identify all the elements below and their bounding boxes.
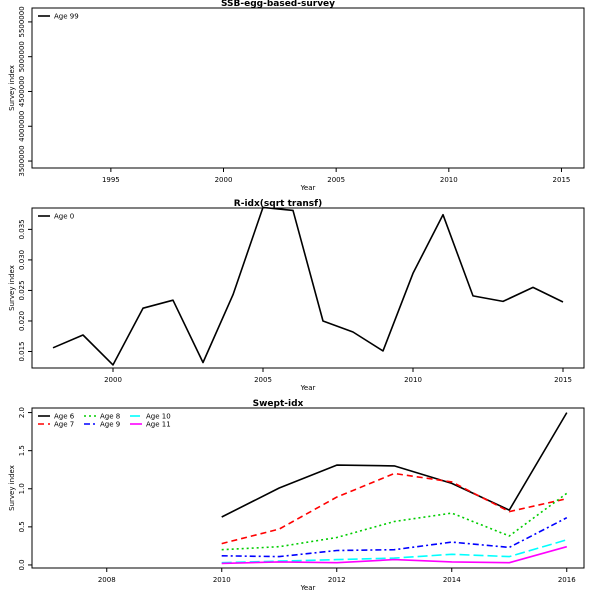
legend-entry: Age 8 — [100, 413, 120, 421]
x-tick-label: 2015 — [553, 176, 571, 184]
panel-2: R-idx(sqrt transf) 2000 2005 2010 2015 Year 0.… — [8, 199, 585, 392]
panel-1: SSB-egg-based-survey 1995 2000 2005 2010 2015… — [8, 0, 585, 192]
x-tick-label: 2012 — [328, 576, 346, 584]
series-line-age-6 — [221, 412, 568, 518]
series-line-age-7 — [221, 472, 567, 545]
y-tick-label: 0.015 — [18, 341, 26, 361]
legend-entry: Age 6 — [54, 413, 75, 421]
legend-entry: Age 7 — [54, 421, 74, 429]
series-line-age-11 — [221, 545, 568, 565]
x-tick-label: 1995 — [102, 176, 120, 184]
legend-entry: Age 10 — [146, 413, 171, 421]
y-tick-label: 4500000 — [18, 76, 26, 107]
y-axis-label: Survey index — [8, 465, 16, 511]
y-tick-label: 0.020 — [18, 311, 26, 331]
y-tick-label: 0.0 — [18, 559, 26, 570]
series-line-age-10 — [221, 539, 568, 564]
y-tick-label: 0.5 — [18, 521, 26, 532]
x-axis-label: Year — [300, 384, 316, 392]
x-tick-label: 2005 — [327, 176, 345, 184]
y-tick-label: 1.0 — [18, 483, 26, 494]
y-tick-label: 0.025 — [18, 280, 26, 300]
legend: Age 99 — [38, 13, 79, 21]
x-tick-label: 2008 — [98, 576, 116, 584]
chart-title: R-idx(sqrt transf) — [234, 199, 322, 209]
legend-entry: Age 99 — [54, 13, 79, 21]
legend-entry: Age 0 — [54, 213, 74, 221]
series-line-age-8 — [221, 492, 568, 551]
x-tick-label: 2015 — [554, 376, 572, 384]
x-tick-label: 2000 — [104, 376, 122, 384]
plot-frame — [31, 7, 585, 169]
y-tick-label: 5000000 — [18, 41, 26, 72]
legend-entry: Age 9 — [100, 421, 120, 429]
series-line-age-9 — [221, 516, 568, 558]
series-line-age-0 — [52, 206, 564, 366]
panel-3: Swept-idx 2008 2010 2012 2014 2016 Year 0.0 0.5 1… — [8, 399, 585, 592]
plot-frame — [31, 407, 585, 569]
y-tick-label: 1.5 — [18, 445, 26, 456]
y-tick-label: 4000000 — [18, 111, 26, 142]
chart-title: Swept-idx — [253, 399, 304, 409]
y-tick-label: 3500000 — [18, 145, 26, 176]
y-axis-label: Survey index — [8, 65, 16, 111]
x-tick-label: 2010 — [440, 176, 458, 184]
legend-entry: Age 11 — [146, 421, 171, 429]
x-tick-label: 2010 — [404, 376, 422, 384]
x-axis-label: Year — [300, 584, 316, 592]
x-tick-label: 2014 — [443, 576, 461, 584]
x-tick-label: 2005 — [254, 376, 272, 384]
x-tick-label: 2010 — [213, 576, 231, 584]
y-tick-label: 5500000 — [18, 6, 26, 37]
y-tick-label: 0.030 — [18, 250, 26, 270]
legend: Age 0 — [38, 213, 74, 221]
x-axis-label: Year — [300, 184, 316, 192]
chart-title: SSB-egg-based-survey — [221, 0, 335, 9]
y-tick-label: 2.0 — [18, 407, 26, 418]
x-tick-label: 2000 — [215, 176, 233, 184]
y-tick-label: 0.035 — [18, 219, 26, 239]
x-tick-label: 2016 — [558, 576, 576, 584]
y-axis-label: Survey index — [8, 265, 16, 311]
plot-frame — [31, 207, 585, 369]
